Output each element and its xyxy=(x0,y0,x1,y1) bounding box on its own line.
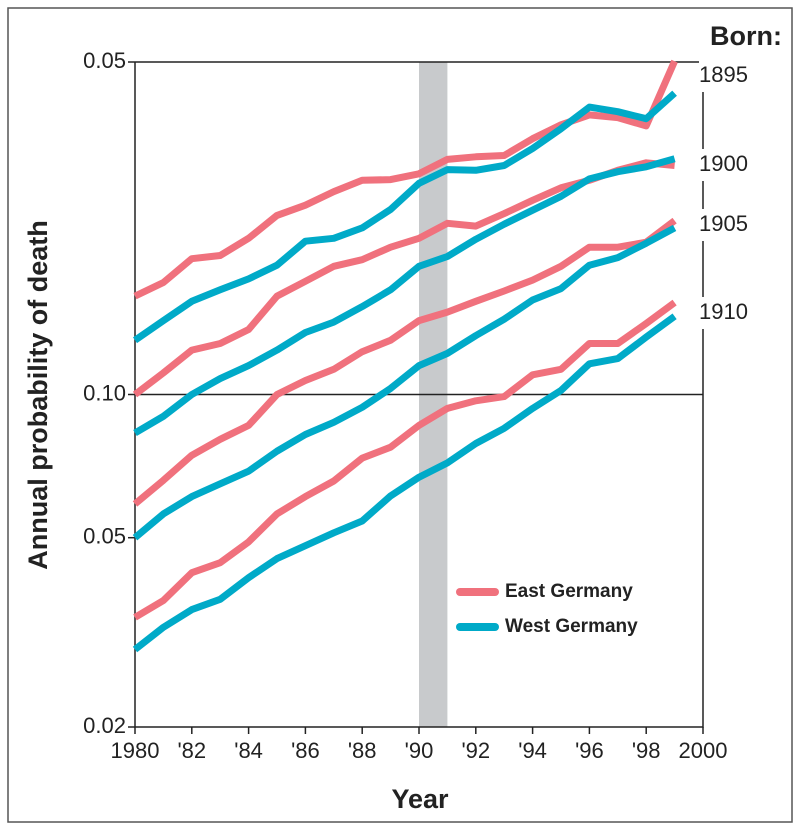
series-line xyxy=(132,217,677,507)
cohort-label: 1900 xyxy=(699,151,748,176)
y-tick-label: 0.10 xyxy=(83,380,126,405)
cohort-title: Born: xyxy=(710,21,782,51)
x-tick-label: '98 xyxy=(632,738,661,763)
y-tick-label: 0.05 xyxy=(83,524,126,549)
series-line xyxy=(132,224,677,541)
x-tick-label: '92 xyxy=(461,738,490,763)
frame xyxy=(7,7,793,823)
x-tick-label: '82 xyxy=(177,738,206,763)
y-axis-title: Annual probability of death xyxy=(23,220,53,570)
series-line xyxy=(133,155,676,437)
x-tick-label: '96 xyxy=(575,738,604,763)
x-tick-label: '88 xyxy=(348,738,377,763)
series-line xyxy=(133,90,677,344)
cohort-label: 1905 xyxy=(699,211,748,236)
series-line xyxy=(133,59,678,300)
x-tick-label: '86 xyxy=(291,738,320,763)
label-backdrop xyxy=(699,297,761,329)
cohort-label: 1895 xyxy=(699,62,748,87)
y-tick-label: 0.02 xyxy=(83,713,126,738)
series-line xyxy=(133,299,677,621)
y-tick-label: 0.05 xyxy=(83,48,126,73)
x-tick-label: '84 xyxy=(234,738,263,763)
series-line xyxy=(132,313,677,653)
legend-label: West Germany xyxy=(505,616,638,637)
x-tick-label: '94 xyxy=(518,738,547,763)
x-tick-label: 1980 xyxy=(111,738,160,763)
label-backdrop xyxy=(699,60,761,92)
label-backdrop xyxy=(699,209,761,241)
legend-label: East Germany xyxy=(505,581,633,602)
label-backdrop xyxy=(699,149,761,181)
x-tick-label: '90 xyxy=(405,738,434,763)
x-axis-title: Year xyxy=(391,784,449,814)
cohort-label: 1910 xyxy=(699,299,748,324)
x-tick-label: 2000 xyxy=(679,738,728,763)
